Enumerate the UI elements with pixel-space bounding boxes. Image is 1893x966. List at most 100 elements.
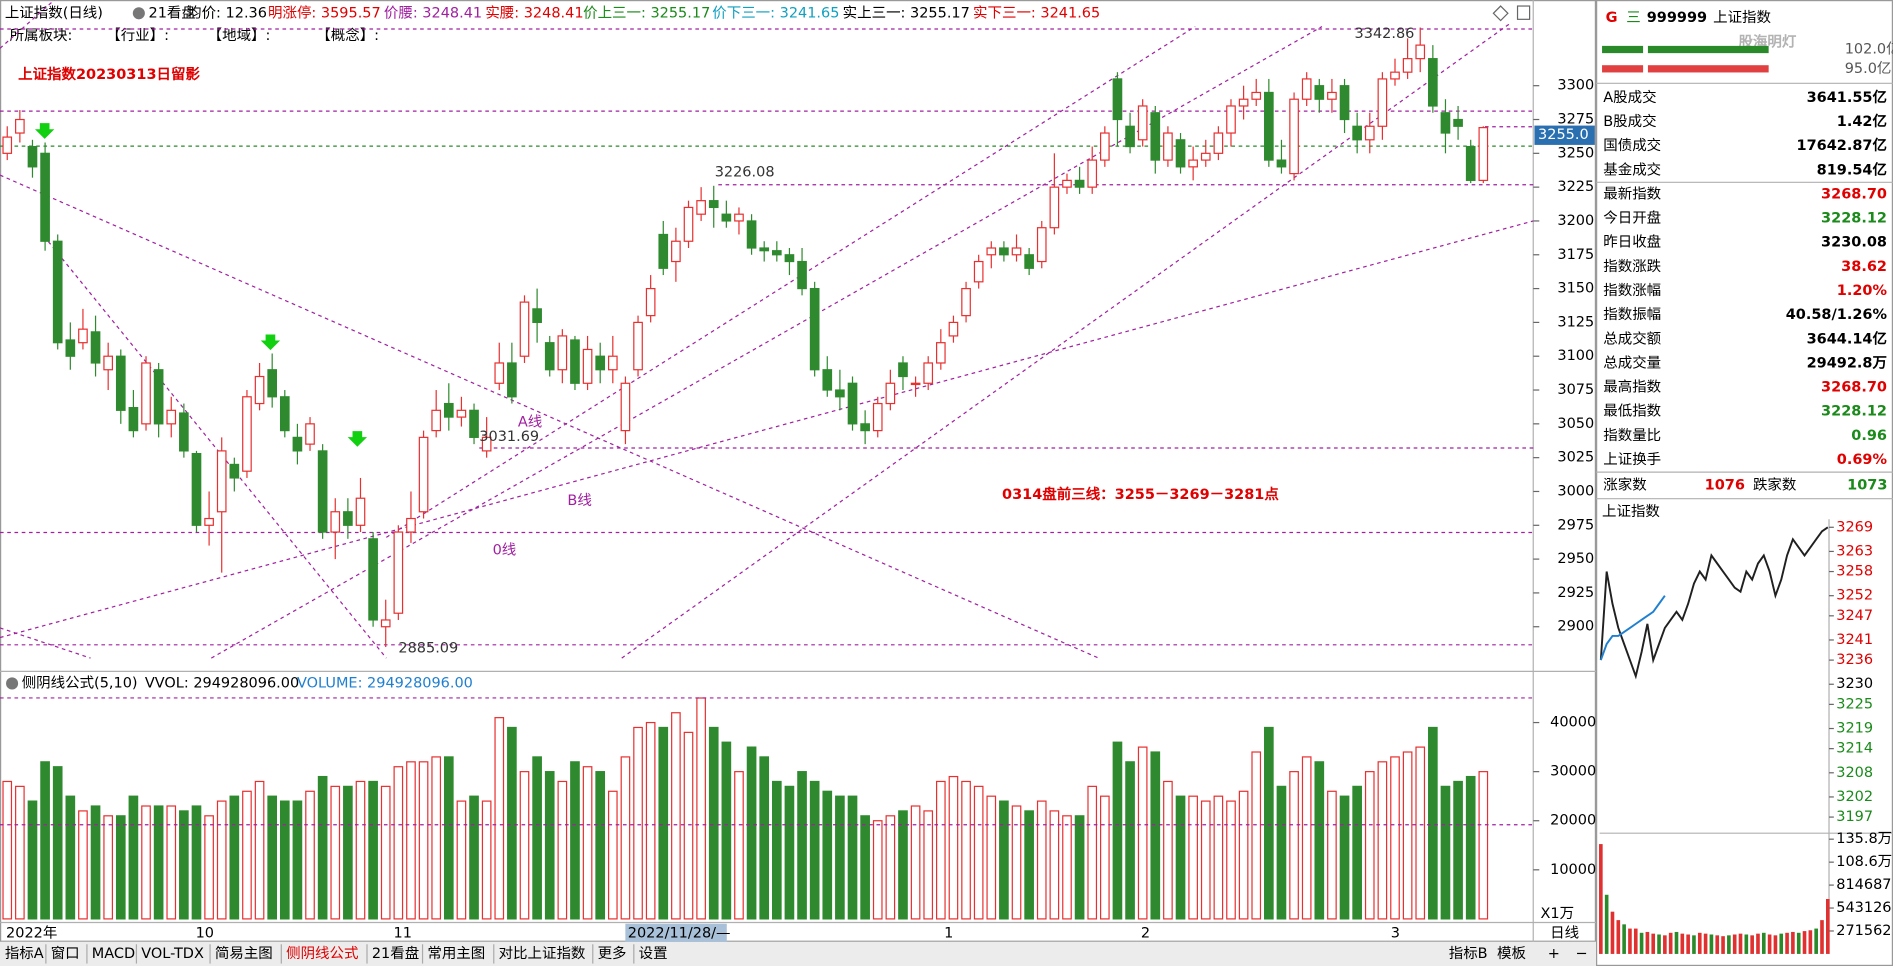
candle-body xyxy=(1327,91,1337,100)
volume-bar xyxy=(708,726,719,920)
candle-body xyxy=(1301,78,1312,100)
y-tick-label: 543126 xyxy=(1836,900,1891,916)
candle-body xyxy=(153,369,164,425)
toolbar-item[interactable]: 指标B xyxy=(1449,945,1488,962)
candle-body xyxy=(544,342,555,371)
toolbar-item[interactable]: 模板 xyxy=(1497,944,1526,962)
toolbar-item[interactable]: 对比上证指数 xyxy=(499,945,586,962)
row-label: 国债成交 xyxy=(1603,136,1661,154)
volume-bar xyxy=(418,761,429,920)
candle-body xyxy=(671,240,681,263)
toolbar-item[interactable]: 更多 xyxy=(598,945,627,962)
candle-body xyxy=(708,200,719,209)
volume-bar xyxy=(292,800,303,920)
toolbar-item[interactable]: 常用主图 xyxy=(427,945,485,962)
toolbar-item[interactable]: 简易主图 xyxy=(215,945,273,962)
date-highlight xyxy=(625,923,727,942)
volume-bar xyxy=(103,815,114,920)
candle-body xyxy=(343,511,353,526)
toolbar-item[interactable]: + xyxy=(1548,946,1560,962)
intraday-volume xyxy=(1750,935,1754,954)
volume-bar xyxy=(1276,785,1287,920)
candle-body xyxy=(923,362,934,384)
intraday-volume xyxy=(1802,931,1807,954)
toolbar: 指标A 窗口 MACD VOL-TDX 简易主图 侧阴线公式 21看盘 常用主图 对比上证指数更… xyxy=(5,944,1588,964)
volume-bar xyxy=(1213,795,1224,920)
y-tick-label: 108.6万 xyxy=(1836,854,1892,870)
volume-bar xyxy=(835,795,845,920)
candle-body xyxy=(191,452,202,526)
y-tick-label: 3125 xyxy=(1557,314,1594,330)
volume-bar xyxy=(368,780,378,920)
volume-bar xyxy=(179,810,189,920)
intraday-volume xyxy=(1738,933,1743,954)
intraday-volume xyxy=(1808,930,1813,954)
candle-body xyxy=(948,321,959,337)
toolbar-item[interactable]: 21看盘 xyxy=(372,944,419,962)
toolbar-item[interactable]: 设置 xyxy=(639,945,668,962)
volume-bar xyxy=(267,795,278,920)
volume-bar xyxy=(1327,790,1337,920)
toolbar-item[interactable]: VOL-TDX xyxy=(141,946,204,962)
intraday-volume xyxy=(1668,932,1673,954)
annotation-plan: 0314盘前三线：3255－3269－3281点 xyxy=(1002,485,1279,503)
row-value: 29492.8万 xyxy=(1807,354,1887,371)
row-value: 3644.14亿 xyxy=(1807,329,1887,347)
row-label: A股成交 xyxy=(1603,88,1656,106)
candle-body xyxy=(204,517,214,526)
volume-bar xyxy=(1390,756,1400,920)
candle-body xyxy=(1087,159,1098,188)
volume-bar xyxy=(204,815,214,920)
toolbar-item[interactable]: 窗口 xyxy=(51,944,80,962)
icon[interactable] xyxy=(1492,5,1509,22)
toolbar-item[interactable]: MACD xyxy=(92,946,135,962)
intraday-volume xyxy=(1697,932,1702,954)
intraday-volume xyxy=(1610,911,1615,954)
candle-body xyxy=(481,436,492,452)
date-label: 3 xyxy=(1391,925,1400,941)
icon[interactable] xyxy=(1516,5,1531,20)
chart-title: 上证指数(日线) xyxy=(5,4,103,21)
annotation-title: 上证指数20230313日留影 xyxy=(18,65,200,83)
intraday-volume xyxy=(1622,924,1626,954)
volume-bar xyxy=(1024,810,1034,920)
volume-bar xyxy=(532,756,542,920)
volume-bar xyxy=(317,775,328,920)
volume-bar xyxy=(1415,746,1426,920)
candle-body xyxy=(380,619,391,628)
volume-bar xyxy=(15,785,25,920)
volume-bar xyxy=(191,805,202,920)
toolbar-item[interactable]: − xyxy=(1575,946,1587,962)
intraday-volume xyxy=(1616,920,1621,954)
volume-bar xyxy=(1226,800,1236,920)
intraday-volume xyxy=(1785,932,1789,954)
toolbar-item[interactable]: 指标A xyxy=(5,945,44,962)
volume-bar xyxy=(1074,815,1085,920)
candle-body xyxy=(305,423,315,445)
volume-bar xyxy=(1087,785,1098,920)
volume-bar xyxy=(948,775,959,920)
line-label: B线 xyxy=(567,492,591,509)
toolbar-item[interactable]: 侧阴线公式 xyxy=(286,945,358,962)
volume-bar xyxy=(305,790,315,920)
y-tick-label: 3214 xyxy=(1836,741,1873,757)
period-label[interactable]: 日线 xyxy=(1550,924,1579,941)
candle-body xyxy=(1440,112,1451,134)
up-label: 涨家数 xyxy=(1603,476,1647,493)
volume-bar xyxy=(166,805,177,920)
row-label: B股成交 xyxy=(1603,112,1656,130)
volume-bar xyxy=(1428,726,1438,920)
candle-body xyxy=(1200,152,1211,161)
volume-bar xyxy=(494,717,505,920)
intraday-volume xyxy=(1773,935,1778,954)
menu[interactable]: 三 xyxy=(1626,10,1640,26)
volume-bar xyxy=(1377,761,1388,920)
candle-body xyxy=(65,339,76,357)
volume-bar xyxy=(1011,805,1022,920)
line-label: 0线 xyxy=(493,542,517,559)
candle-body xyxy=(1339,85,1350,121)
volume-bar xyxy=(1137,746,1148,920)
volume-bar xyxy=(746,746,757,920)
